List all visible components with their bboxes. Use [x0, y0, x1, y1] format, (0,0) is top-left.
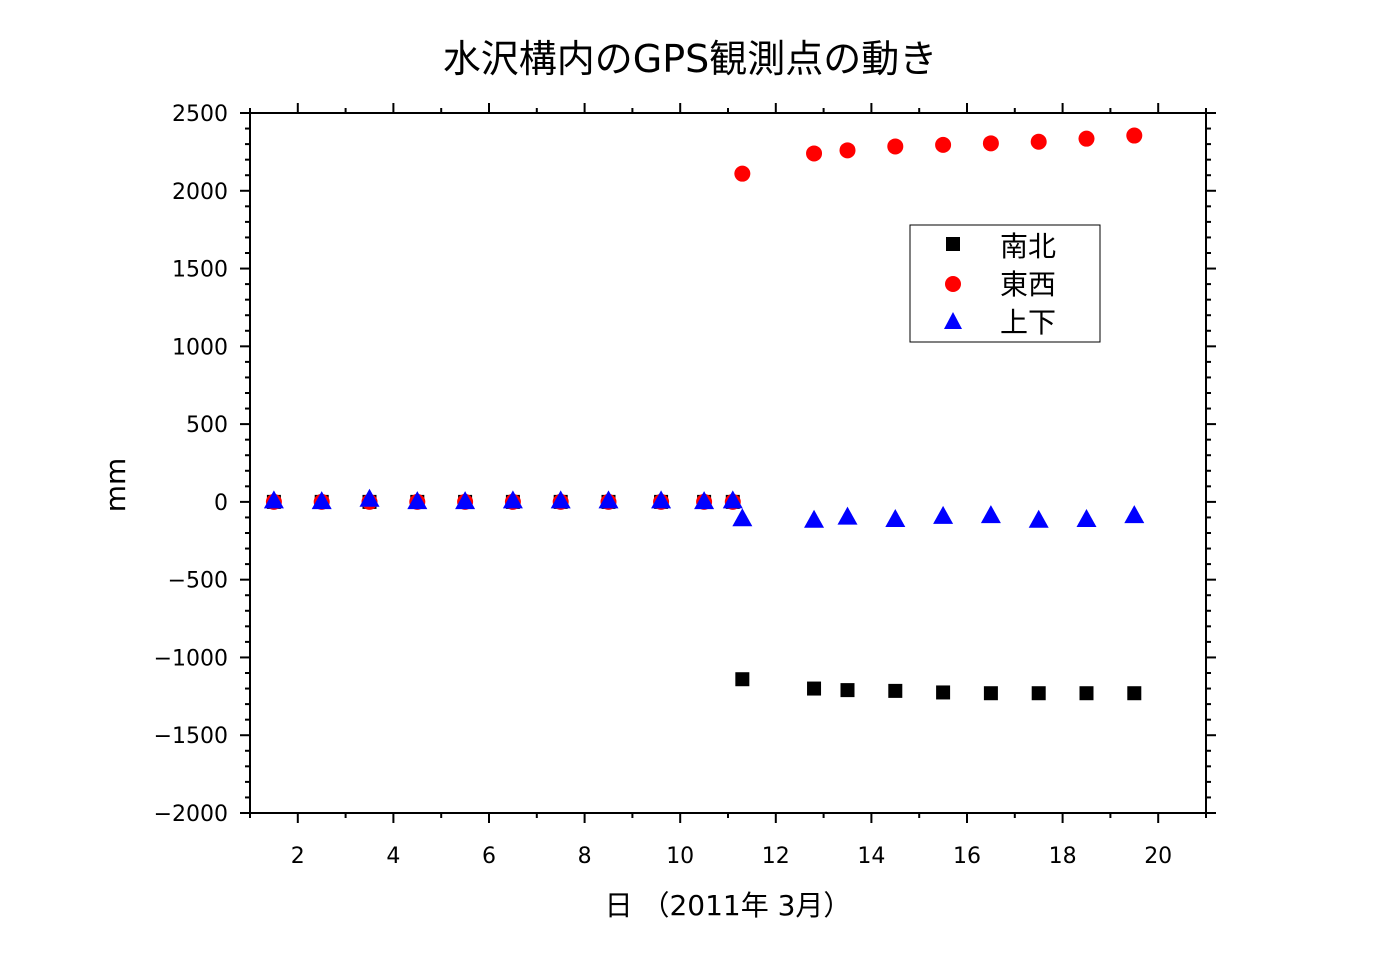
data-point-square — [1127, 686, 1142, 701]
data-point-triangle — [837, 506, 858, 525]
data-point-square — [936, 685, 951, 700]
chart-title: 水沢構内のGPS観測点の動き — [443, 37, 937, 81]
data-point-square — [840, 683, 855, 698]
legend-label-east-west: 東西 — [1000, 268, 1056, 301]
y-tick-label: 2000 — [172, 180, 228, 205]
legend-label-north-south: 南北 — [1000, 230, 1056, 263]
data-point-square — [1079, 686, 1094, 701]
x-tick-label: 2 — [291, 844, 305, 869]
x-axis-label: 日 （2011年 3月） — [605, 889, 852, 922]
x-tick-label: 10 — [666, 844, 694, 869]
data-point-circle — [982, 135, 999, 152]
data-point-circle — [1078, 130, 1095, 147]
y-tick-label: 1000 — [172, 335, 228, 360]
data-point-triangle — [722, 490, 743, 509]
x-tick-label: 18 — [1049, 844, 1077, 869]
data-point-circle — [839, 142, 856, 159]
legend-marker-circle — [945, 276, 961, 292]
y-axis: 2500 2000 1500 1000 500 0 −500 −1000 −1500 −2000 — [154, 102, 1216, 827]
series-triangle — [263, 488, 1145, 528]
x-tick-label: 8 — [578, 844, 592, 869]
data-point-triangle — [804, 509, 825, 528]
x-tick-label: 14 — [857, 844, 885, 869]
y-tick-label: −1000 — [154, 646, 228, 671]
data-point-square — [888, 683, 903, 698]
data-point-triangle — [980, 505, 1001, 524]
y-tick-label: 500 — [186, 413, 228, 438]
series-square — [266, 494, 1142, 701]
data-point-triangle — [1124, 505, 1145, 524]
x-tick-label: 20 — [1144, 844, 1172, 869]
data-point-circle — [734, 165, 751, 182]
x-tick-label: 4 — [386, 844, 400, 869]
data-point-triangle — [263, 490, 284, 509]
data-point-triangle — [1028, 509, 1049, 528]
data-point-triangle — [694, 491, 715, 510]
data-point-square — [807, 681, 822, 696]
data-point-circle — [1030, 133, 1047, 150]
x-tick-label: 12 — [762, 844, 790, 869]
y-tick-label: −2000 — [154, 802, 228, 827]
data-point-triangle — [455, 491, 476, 510]
data-point-triangle — [502, 490, 523, 509]
data-point-circle — [806, 145, 823, 162]
data-point-triangle — [311, 491, 332, 510]
y-axis-label: mm — [99, 458, 132, 513]
legend-marker-triangle — [944, 312, 962, 329]
y-tick-label: 1500 — [172, 258, 228, 283]
data-point-triangle — [1076, 509, 1097, 527]
data-point-triangle — [732, 508, 753, 527]
data-point-square — [983, 686, 998, 701]
data-point-triangle — [550, 490, 571, 509]
y-tick-label: −500 — [168, 569, 228, 594]
data-point-circle — [935, 136, 952, 153]
legend-marker-square — [946, 237, 960, 251]
legend: 南北 東西 上下 — [909, 224, 1101, 343]
x-tick-label: 6 — [482, 844, 496, 869]
series-layer — [263, 127, 1145, 701]
data-point-triangle — [885, 509, 906, 527]
x-axis: 2 4 6 8 10 12 14 16 18 20 — [249, 103, 1207, 869]
x-tick-label: 16 — [953, 844, 981, 869]
y-tick-label: 0 — [214, 491, 228, 516]
data-point-square — [1031, 686, 1046, 701]
y-tick-label: −1500 — [154, 724, 228, 749]
data-point-triangle — [651, 490, 672, 509]
data-point-triangle — [598, 490, 619, 509]
data-point-circle — [1126, 127, 1143, 144]
plot-frame — [249, 112, 1207, 814]
data-point-square — [735, 672, 750, 687]
legend-box — [909, 224, 1101, 343]
data-point-triangle — [359, 488, 380, 507]
data-point-circle — [887, 138, 904, 155]
data-point-triangle — [933, 505, 954, 524]
y-tick-label: 2500 — [172, 102, 228, 127]
data-point-triangle — [407, 491, 428, 510]
legend-label-up-down: 上下 — [1000, 306, 1056, 339]
